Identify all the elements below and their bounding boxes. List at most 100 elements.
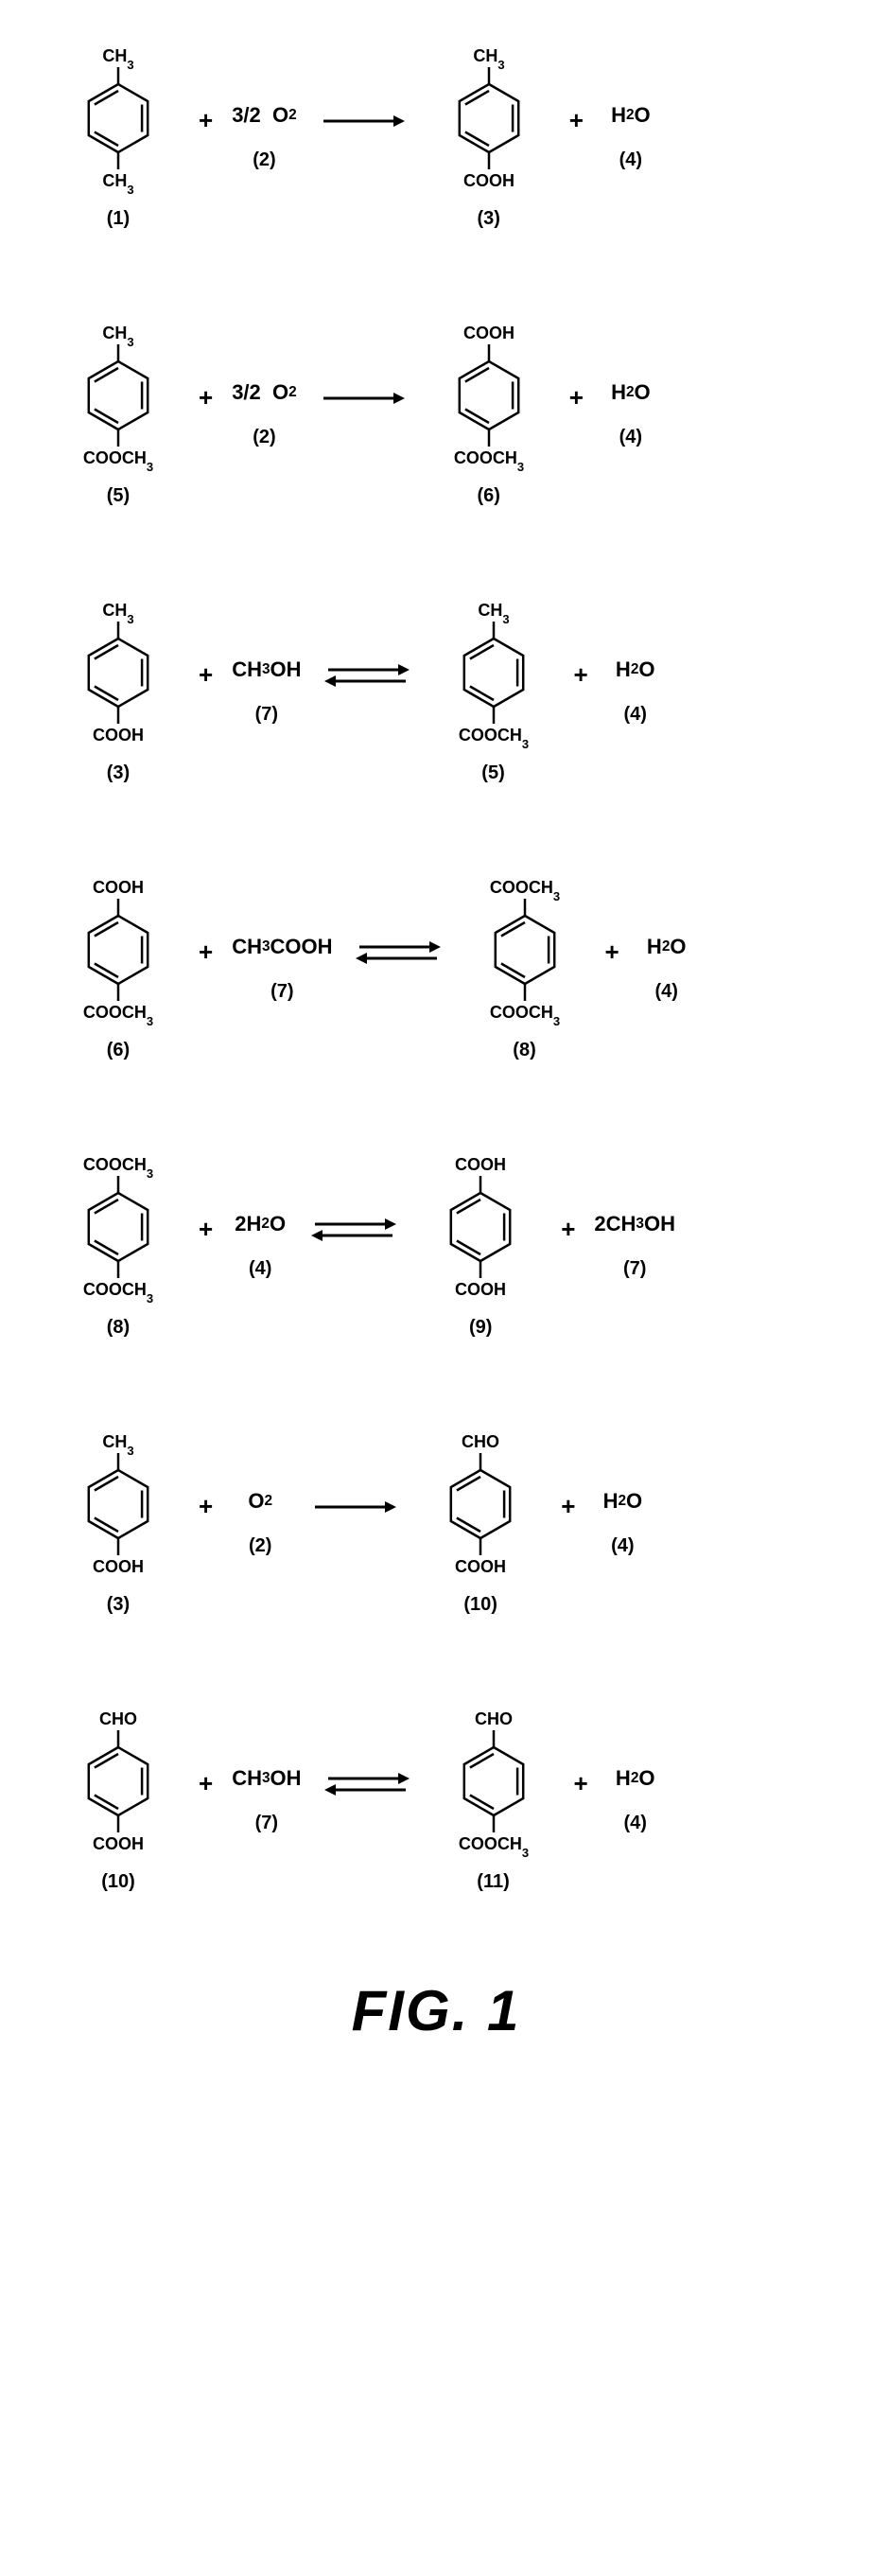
plus-sign: + [566,383,587,412]
species: 2H2O (4) [232,1205,288,1280]
species: COOH COOCH3 (6) [427,315,550,507]
species-label: (8) [107,1317,130,1339]
reaction-row: COOCH3COOCH3 (8) + 2H2O (4) COOH COOH (9)… [57,1147,815,1339]
species: H2O (4) [594,1482,651,1557]
species-label: (2) [249,1535,271,1557]
species: H2O (4) [607,651,664,726]
species-label: (7) [255,1813,278,1834]
reaction-arrow [312,110,412,132]
species-label: (3) [107,1594,130,1616]
species-label: (4) [619,427,642,448]
svg-text:COOCH3: COOCH3 [83,448,153,474]
species-label: (4) [619,149,642,171]
species-label: (5) [107,485,130,507]
svg-text:CH3: CH3 [102,171,133,197]
species: H2O (4) [607,1760,664,1834]
reaction-arrow [312,387,412,410]
svg-text:COOH: COOH [93,726,144,745]
species: CH3COOH (3) [57,592,180,784]
plus-sign: + [566,106,587,135]
plus-sign: + [570,1769,592,1798]
species-label: (10) [101,1871,135,1893]
svg-text:COOCH3: COOCH3 [454,448,524,474]
svg-text:COOCH3: COOCH3 [83,1280,153,1306]
svg-text:CHO: CHO [475,1709,513,1728]
plus-sign: + [195,383,217,412]
species: 3/2 O2 (2) [232,374,297,448]
species: CH3COOCH3 (5) [57,315,180,507]
species: CHOCOOH (10) [419,1424,542,1616]
species-label: (10) [463,1594,497,1616]
plus-sign: + [195,1492,217,1521]
species: O2 (2) [232,1482,288,1557]
plus-sign: + [195,660,217,690]
species-label: (4) [249,1258,271,1280]
svg-text:COOH: COOH [93,1834,144,1853]
reaction-row: CH3COOH (3) + CH3OH (7) CH3COOCH3 (5) + … [57,592,815,784]
plus-sign: + [195,938,217,967]
svg-text:COOH: COOH [455,1155,506,1174]
species-label: (4) [654,981,677,1003]
species: COOH COOH (9) [419,1147,542,1339]
species: H2O (4) [602,374,659,448]
species: COOCH3COOCH3 (8) [57,1147,180,1339]
reactions-container: CH3CH3 (1) + 3/2 O2 (2) CH3COOH (3) + H2… [57,38,815,1893]
svg-text:COOH: COOH [463,324,514,342]
species: H2O (4) [638,928,695,1003]
reaction-row: COOHCOOCH3 (6) + CH3COOH (7) COOCH3COOCH… [57,869,815,1061]
species-label: (11) [477,1871,509,1893]
species-label: (7) [623,1258,646,1280]
species-label: (1) [107,208,130,230]
species-label: (2) [253,427,275,448]
reaction-arrow [317,659,417,692]
reaction-arrow [304,1214,404,1246]
reaction-row: CH3COOCH3 (5) + 3/2 O2 (2) COOH COOCH3 (6… [57,315,815,507]
plus-sign: + [570,660,592,690]
species: COOCH3COOCH3 (8) [463,869,586,1061]
species-label: (8) [513,1040,535,1061]
species-label: (4) [623,704,646,726]
species: CH3OH (7) [232,651,301,726]
species-label: (7) [270,981,293,1003]
plus-sign: + [602,938,623,967]
species-label: (4) [623,1813,646,1834]
species-label: (3) [107,762,130,784]
species: H2O (4) [602,96,659,171]
reaction-arrow [348,937,448,969]
plus-sign: + [195,1769,217,1798]
species-label: (5) [481,762,504,784]
svg-text:COOCH3: COOCH3 [489,1003,559,1028]
svg-text:COOCH3: COOCH3 [458,1834,528,1860]
species: COOHCOOCH3 (6) [57,869,180,1061]
plus-sign: + [557,1215,579,1244]
species: CH3COOH (7) [232,928,332,1003]
species: CH3COOCH3 (5) [432,592,555,784]
reaction-arrow [317,1768,417,1800]
species-label: (7) [255,704,278,726]
svg-text:COOH: COOH [463,171,514,190]
species: CH3COOH (3) [57,1424,180,1616]
svg-text:COOH: COOH [455,1557,506,1576]
reaction-row: CH3COOH (3) + O2 (2) CHOCOOH (10) + H2O … [57,1424,815,1616]
species: CH3COOH (3) [427,38,550,230]
plus-sign: + [195,106,217,135]
figure-caption: FIG. 1 [57,1978,815,2043]
plus-sign: + [195,1215,217,1244]
species-label: (2) [253,149,275,171]
svg-text:COOCH3: COOCH3 [83,1003,153,1028]
reaction-arrow [304,1496,404,1518]
svg-text:COOH: COOH [93,1557,144,1576]
species-label: (6) [477,485,499,507]
species: CHO COOCH3 (11) [432,1701,555,1893]
species-label: (4) [611,1535,634,1557]
reaction-row: CHOCOOH (10) + CH3OH (7) CHOCOOCH3 (11) … [57,1701,815,1893]
species-label: (9) [469,1317,492,1339]
species: CHO COOH (10) [57,1701,180,1893]
species: CH3CH3 (1) [57,38,180,230]
species-label: (3) [477,208,499,230]
species-label: (6) [107,1040,130,1061]
plus-sign: + [557,1492,579,1521]
svg-text:CHO: CHO [99,1709,137,1728]
species: 2CH3OH (7) [594,1205,675,1280]
svg-text:COOH: COOH [455,1280,506,1299]
